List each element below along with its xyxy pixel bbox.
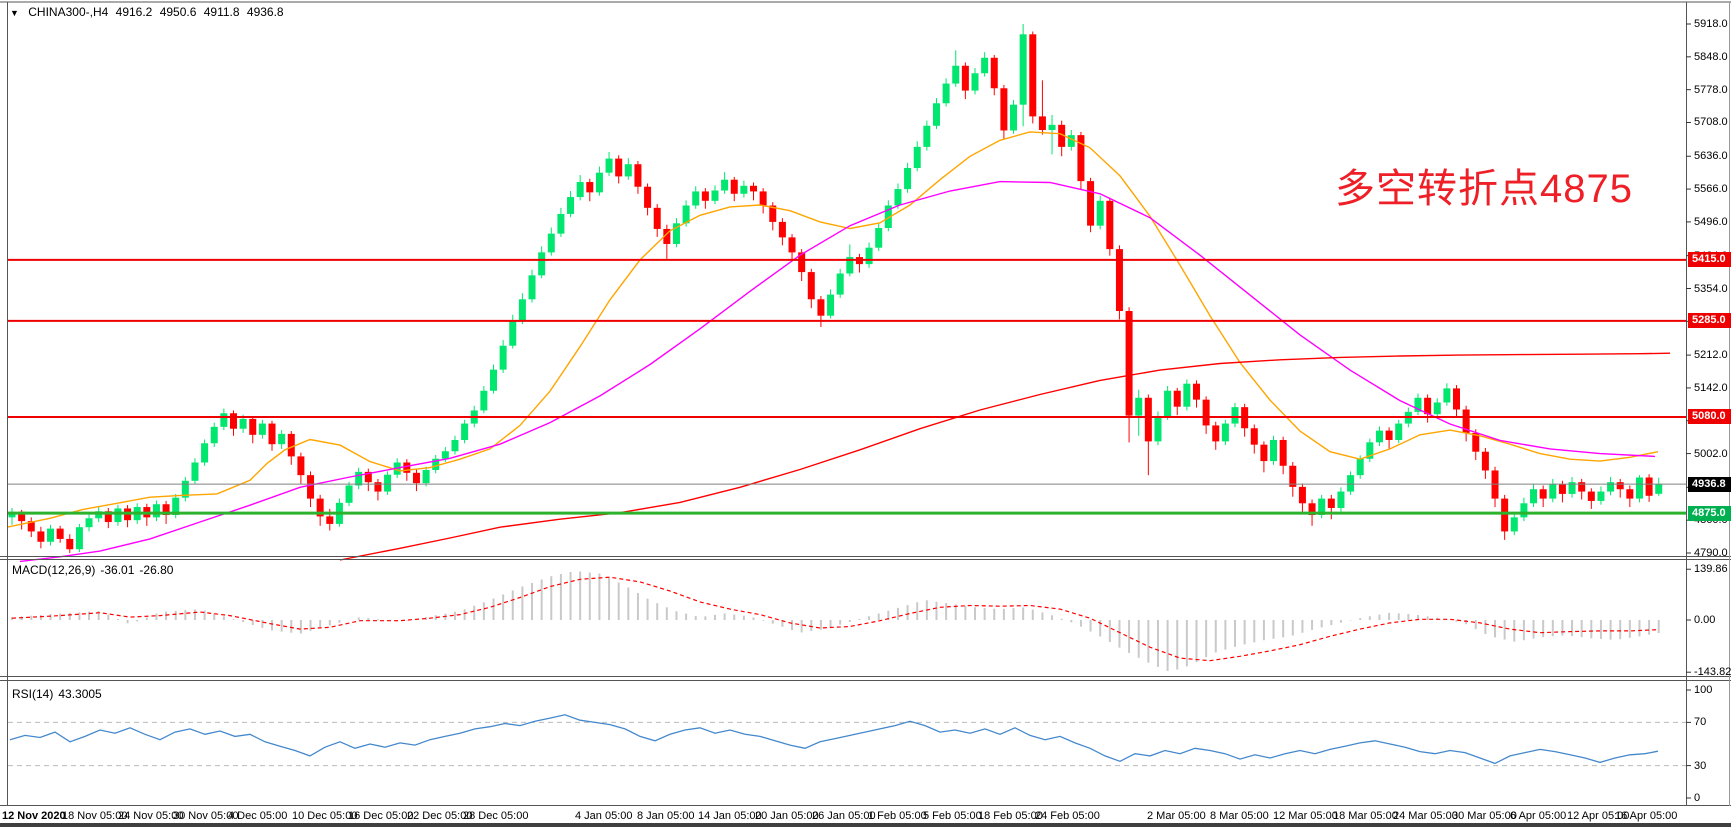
ma-slow-line bbox=[339, 352, 1671, 561]
bottom-scrollbar bbox=[0, 823, 1731, 827]
ma-fast-line bbox=[6, 131, 1659, 528]
candles-group bbox=[8, 24, 1663, 553]
moving-averages-group bbox=[6, 131, 1671, 563]
level-lines-group bbox=[8, 258, 1686, 515]
macd-signal-line bbox=[11, 576, 1659, 662]
rsi-line bbox=[9, 714, 1659, 765]
ma-mid-line bbox=[19, 180, 1656, 563]
rsi-group bbox=[8, 714, 1686, 767]
